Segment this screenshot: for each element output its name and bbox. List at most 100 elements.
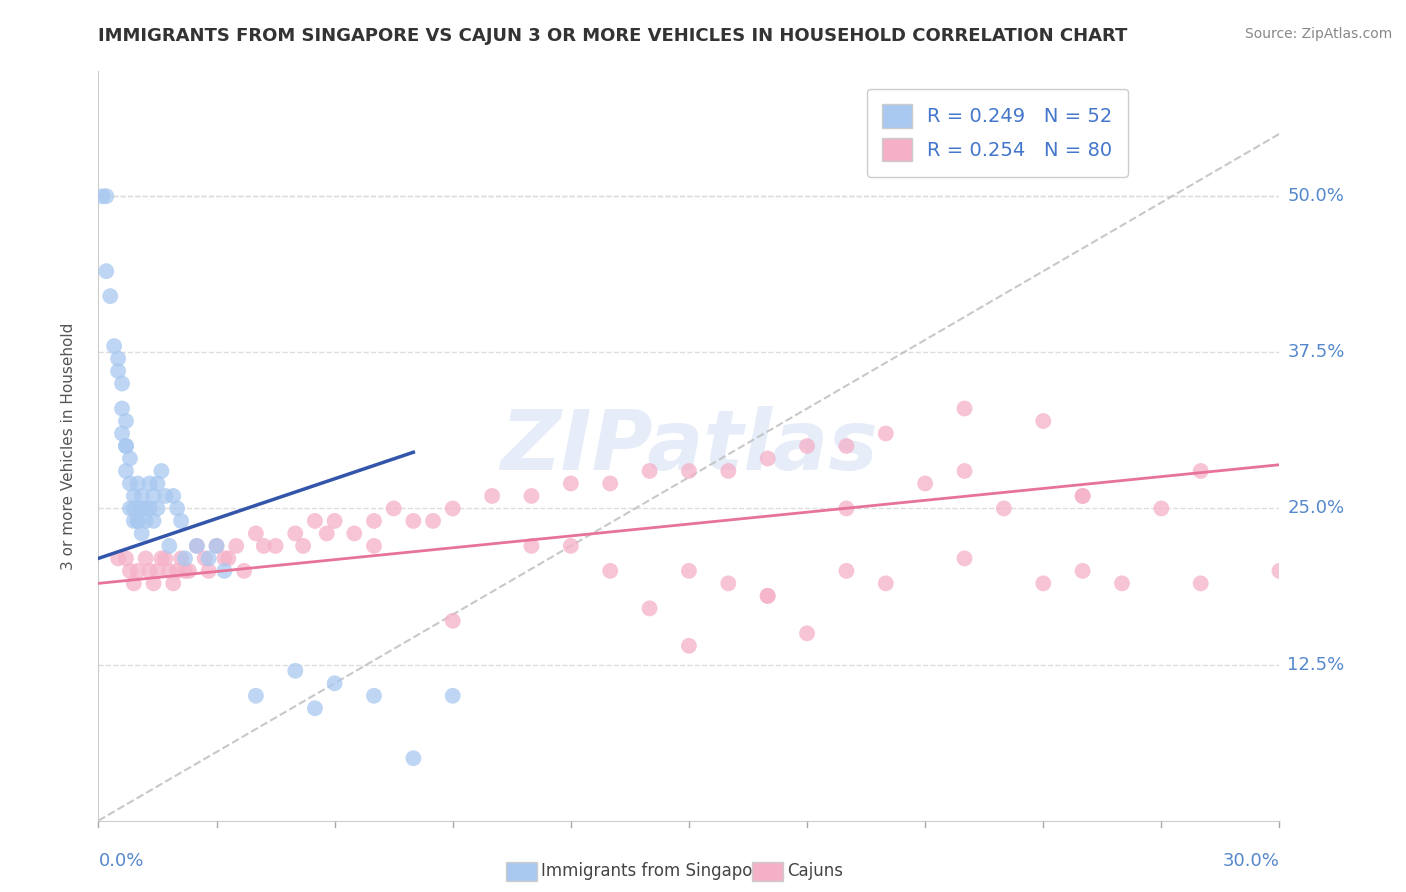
Point (127, 476, 149, 491)
Point (875, 576, 897, 591)
Text: Immigrants from Singapore: Immigrants from Singapore (541, 863, 769, 880)
Point (953, 464, 976, 478)
Text: 25.0%: 25.0% (1288, 500, 1344, 517)
Text: 50.0%: 50.0% (1288, 187, 1344, 205)
Point (115, 414, 138, 428)
Point (323, 676, 346, 690)
Point (157, 539, 180, 553)
Point (98, 289, 121, 303)
Point (599, 564, 621, 578)
Point (756, 589, 779, 603)
Point (131, 501, 153, 516)
Point (155, 551, 177, 566)
Point (520, 489, 543, 503)
Point (422, 514, 444, 528)
Point (138, 476, 160, 491)
Text: ZIPatlas: ZIPatlas (501, 406, 877, 486)
Point (166, 501, 188, 516)
Point (138, 501, 160, 516)
Point (142, 489, 165, 503)
Text: Source: ZipAtlas.com: Source: ZipAtlas.com (1244, 27, 1392, 41)
Text: 37.5%: 37.5% (1288, 343, 1344, 361)
Point (284, 526, 307, 541)
Point (122, 489, 145, 503)
Point (131, 489, 153, 503)
Point (1071, 489, 1094, 503)
Point (170, 514, 193, 528)
Point (953, 551, 976, 566)
Point (441, 689, 464, 703)
Point (363, 689, 385, 703)
Point (146, 564, 169, 578)
Point (115, 439, 138, 453)
Point (127, 514, 149, 528)
Point (441, 501, 464, 516)
Point (225, 539, 247, 553)
Point (245, 689, 267, 703)
Point (214, 551, 236, 566)
Point (131, 526, 153, 541)
Point (135, 514, 157, 528)
Point (264, 539, 287, 553)
Point (107, 364, 129, 378)
Point (560, 476, 582, 491)
Point (166, 564, 188, 578)
Point (127, 564, 149, 578)
Point (138, 564, 160, 578)
Point (91, 189, 114, 203)
Point (155, 489, 177, 503)
Point (217, 551, 239, 566)
Point (205, 539, 228, 553)
Point (292, 539, 315, 553)
Point (1189, 576, 1212, 591)
Point (717, 464, 740, 478)
Point (1071, 489, 1094, 503)
Point (174, 564, 197, 578)
Point (174, 551, 197, 566)
Point (118, 501, 141, 516)
Point (111, 426, 134, 441)
Point (118, 451, 141, 466)
Point (205, 539, 228, 553)
Point (111, 376, 134, 391)
Text: 12.5%: 12.5% (1288, 656, 1344, 673)
Point (135, 501, 157, 516)
Point (914, 476, 936, 491)
Point (1268, 564, 1291, 578)
Point (197, 564, 219, 578)
Point (186, 539, 208, 553)
Point (142, 514, 165, 528)
Point (481, 489, 503, 503)
Point (111, 401, 134, 416)
Point (560, 539, 582, 553)
Point (115, 464, 138, 478)
Point (796, 439, 818, 453)
Point (1071, 564, 1094, 578)
Point (146, 476, 169, 491)
Point (402, 751, 425, 765)
Legend: R = 0.249   N = 52, R = 0.254   N = 80: R = 0.249 N = 52, R = 0.254 N = 80 (868, 88, 1128, 177)
Point (157, 564, 180, 578)
Point (103, 339, 125, 353)
Point (122, 514, 145, 528)
Point (638, 601, 661, 615)
Point (717, 576, 740, 591)
Point (363, 539, 385, 553)
Point (756, 451, 779, 466)
Point (146, 501, 169, 516)
Point (197, 551, 219, 566)
Point (835, 564, 858, 578)
Point (993, 501, 1015, 516)
Point (1111, 576, 1133, 591)
Point (118, 564, 141, 578)
Point (135, 551, 157, 566)
Point (118, 476, 141, 491)
Point (115, 439, 138, 453)
Point (441, 614, 464, 628)
Point (150, 551, 173, 566)
Point (1189, 464, 1212, 478)
Point (953, 401, 976, 416)
Point (382, 501, 405, 516)
Point (142, 576, 165, 591)
Point (107, 551, 129, 566)
